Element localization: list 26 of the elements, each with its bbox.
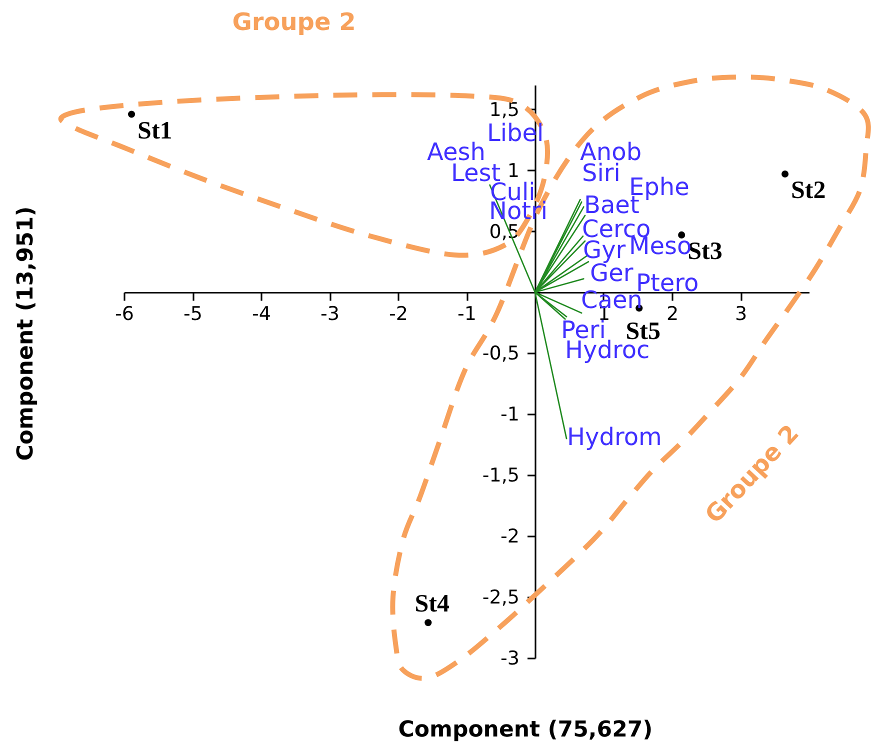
point	[128, 110, 136, 118]
point	[781, 170, 789, 178]
x-tick-label: -3	[320, 302, 340, 325]
x-tick-label: -2	[389, 302, 408, 325]
series-label: St4	[414, 590, 450, 618]
series-label: St1	[138, 117, 172, 144]
y-tick-label: -1	[500, 404, 520, 426]
x-tick-label: 3	[734, 302, 748, 325]
y-tick-label: -1,5	[482, 464, 520, 487]
series-label: St2	[791, 177, 826, 204]
text: Groupe 2	[232, 8, 356, 36]
y-tick-label: 1,5	[489, 98, 520, 121]
x-tick-label: -1	[458, 302, 476, 325]
x-tick-label: -5	[184, 302, 202, 325]
y-tick-label: -2,5	[482, 586, 520, 609]
point	[424, 619, 432, 626]
x-tick-label: -4	[252, 302, 271, 325]
x-tick-label: -6	[115, 302, 134, 325]
y-tick-label: -0,5	[482, 342, 520, 365]
annotation: Hydrom	[567, 423, 662, 451]
x-tick-label: 2	[666, 302, 679, 325]
y-tick-label: -2	[500, 526, 520, 548]
y-tick-label: -3	[500, 648, 520, 670]
x-axis-title: Component (75,627)	[398, 718, 653, 742]
y-tick-label: 1	[507, 160, 520, 182]
y-axis-title: Component (13,951)	[14, 206, 38, 461]
